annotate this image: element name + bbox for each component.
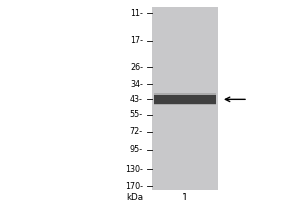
Text: 55-: 55- [130, 110, 143, 119]
Text: 26-: 26- [130, 63, 143, 72]
Text: kDa: kDa [126, 194, 143, 200]
Bar [154, 95, 216, 104]
Text: 11-: 11- [130, 9, 143, 18]
Text: 72-: 72- [130, 127, 143, 136]
Text: 1: 1 [182, 193, 188, 200]
Text: 170-: 170- [125, 182, 143, 191]
Bar [154, 93, 216, 105]
Text: 17-: 17- [130, 36, 143, 45]
Text: 34-: 34- [130, 80, 143, 89]
Text: 95-: 95- [130, 145, 143, 154]
Text: 130-: 130- [125, 165, 143, 174]
Text: 43-: 43- [130, 95, 143, 104]
Bar [152, 7, 218, 190]
